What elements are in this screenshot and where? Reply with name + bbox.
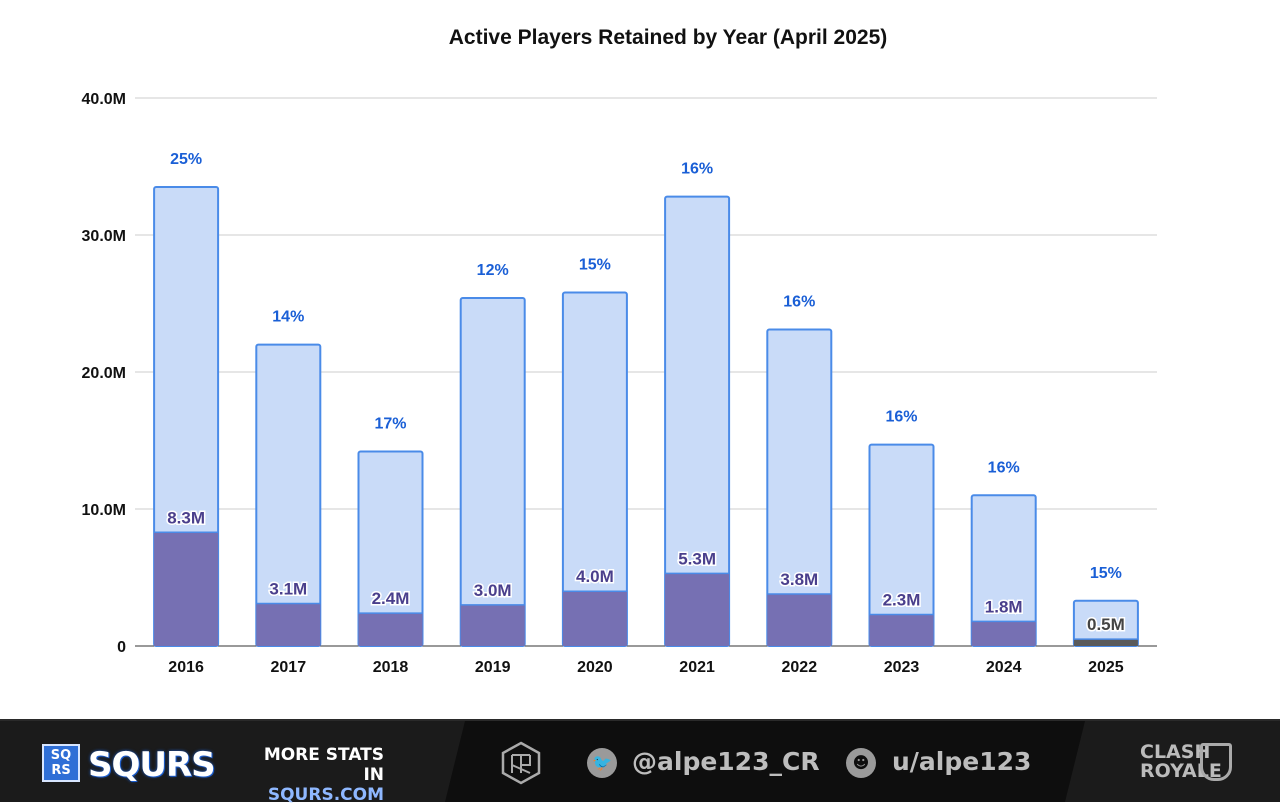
x-tick-label: 2021 <box>679 659 715 676</box>
retained-players-bar <box>767 593 832 646</box>
x-tick-label: 2017 <box>271 659 307 676</box>
retained-value-label: 3.0M <box>474 581 512 600</box>
retained-players-bar <box>1073 639 1138 646</box>
retention-percent-label: 15% <box>579 257 611 274</box>
y-tick-label: 40.0M <box>82 91 126 108</box>
x-tick-label: 2022 <box>782 659 818 676</box>
retained-value-label: 3.1M <box>269 580 307 599</box>
y-tick-label: 20.0M <box>82 365 126 382</box>
retained-value-label: 8.3M <box>167 508 205 527</box>
retained-value-label: 4.0M <box>576 567 614 586</box>
retention-percent-label: 17% <box>374 415 406 432</box>
retained-players-bar <box>256 603 321 646</box>
retention-percent-label: 16% <box>681 161 713 178</box>
reddit-icon: ☻ <box>846 748 876 778</box>
y-tick-label: 0 <box>117 639 126 656</box>
more-stats-text: MORE STATS IN <box>263 745 384 785</box>
retention-percent-label: 16% <box>885 409 917 426</box>
retained-value-label: 0.5M <box>1087 615 1125 634</box>
twitter-icon: 🐦 <box>587 748 617 778</box>
retention-percent-label: 16% <box>988 459 1020 476</box>
total-players-bar <box>255 343 322 647</box>
retained-players-bar <box>869 614 934 646</box>
retained-value-label: 2.4M <box>372 589 410 608</box>
x-tick-label: 2025 <box>1088 659 1124 676</box>
retention-percent-label: 25% <box>170 151 202 168</box>
squrs-logo-icon: SQ RS <box>42 744 80 782</box>
retained-players-bar <box>460 604 525 646</box>
x-tick-label: 2024 <box>986 659 1022 676</box>
retained-value-label: 5.3M <box>678 549 716 568</box>
footer-social-band <box>445 721 1085 802</box>
retained-players-bar <box>971 621 1036 646</box>
y-tick-label: 30.0M <box>82 228 126 245</box>
retained-players-bar <box>665 573 730 646</box>
squrs-brand: SQURS <box>88 745 216 785</box>
retained-value-label: 2.3M <box>883 590 921 609</box>
author-logo-icon <box>501 741 541 785</box>
retention-percent-label: 12% <box>477 262 509 279</box>
retained-value-label: 3.8M <box>780 570 818 589</box>
clash-royale-logo: CLASH ROYALE <box>1140 741 1222 782</box>
reddit-handle[interactable]: u/alpe123 <box>892 747 1032 776</box>
x-tick-label: 2016 <box>168 659 204 676</box>
footer-banner: SQ RS SQURS MORE STATS IN SQURS.COM 🐦 @a… <box>0 719 1280 805</box>
crown-shield-icon <box>1200 743 1232 781</box>
twitter-handle[interactable]: @alpe123_CR <box>632 747 820 776</box>
retained-players-bar <box>562 591 627 646</box>
retention-percent-label: 14% <box>272 309 304 326</box>
y-tick-label: 10.0M <box>82 502 126 519</box>
bar-chart: Active Players Retained by Year (April 2… <box>82 26 1157 676</box>
x-tick-label: 2019 <box>475 659 511 676</box>
retained-players-bar <box>358 613 423 646</box>
retained-value-label: 1.8M <box>985 597 1023 616</box>
x-tick-label: 2020 <box>577 659 613 676</box>
retention-percent-label: 16% <box>783 294 815 311</box>
chart-title: Active Players Retained by Year (April 2… <box>449 26 888 49</box>
x-tick-label: 2023 <box>884 659 920 676</box>
retained-players-bar <box>154 532 219 646</box>
squrs-link[interactable]: SQURS.COM <box>267 785 384 805</box>
more-stats: MORE STATS IN SQURS.COM <box>242 745 384 805</box>
retention-percent-label: 15% <box>1090 565 1122 582</box>
x-tick-label: 2018 <box>373 659 409 676</box>
